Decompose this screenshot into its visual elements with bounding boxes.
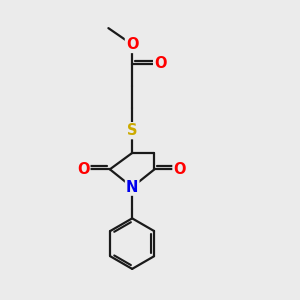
Text: O: O [126, 37, 138, 52]
Text: N: N [126, 180, 138, 195]
Text: O: O [77, 162, 89, 177]
Text: O: O [173, 162, 186, 177]
Text: O: O [154, 56, 167, 71]
Text: S: S [127, 123, 137, 138]
